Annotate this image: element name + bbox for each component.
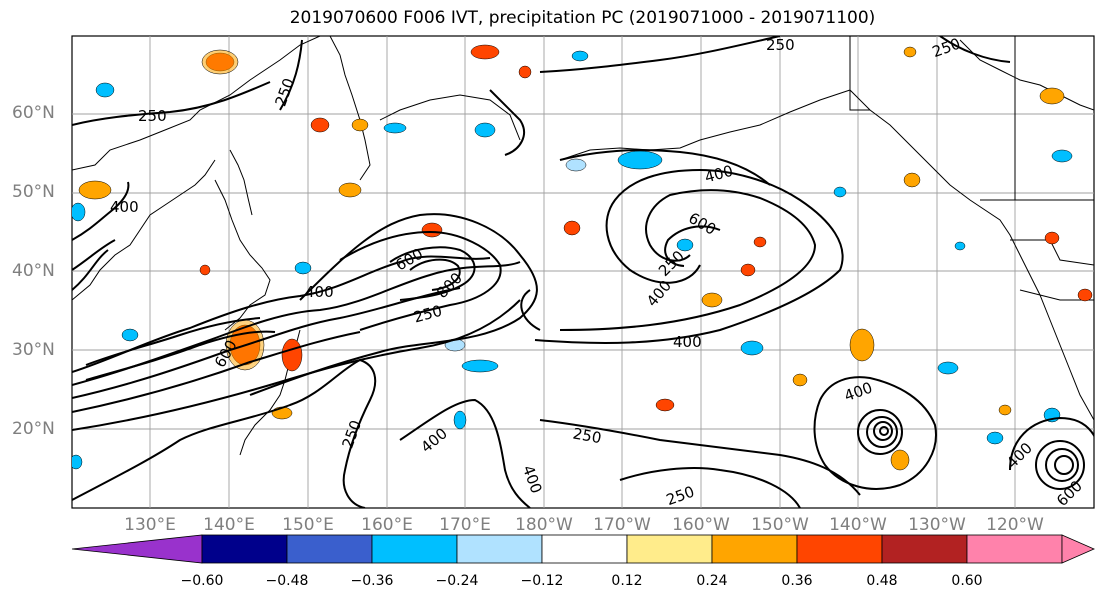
lat-label: 60°N — [12, 103, 55, 123]
colorbar-tick-label: −0.36 — [350, 573, 394, 589]
lon-label: 120°W — [986, 515, 1044, 535]
lon-label: 130°E — [124, 515, 176, 535]
lon-label: 150°W — [751, 515, 809, 535]
colorbar-bin — [711, 534, 798, 564]
colorbar-bin — [626, 534, 713, 564]
lon-label: 140°W — [829, 515, 887, 535]
colorbar-tick-label: 0.48 — [866, 573, 898, 589]
contour-label: 400 — [110, 198, 139, 216]
coastlines — [72, 36, 1094, 456]
colorbar-bin — [881, 534, 968, 564]
colorbar-tick-label: 0.60 — [951, 573, 983, 589]
colorbar-tick-label: −0.48 — [265, 573, 309, 589]
colorbar-bin — [966, 534, 1063, 564]
lon-label: 160°E — [361, 515, 413, 535]
colorbar-bin — [201, 534, 288, 564]
map-title: 2019070600 F006 IVT, precipitation PC (2… — [289, 8, 876, 28]
colorbar-bin — [286, 534, 373, 564]
lat-label: 30°N — [12, 340, 55, 360]
lat-label: 50°N — [12, 182, 55, 202]
contour-label: 250 — [766, 36, 795, 54]
lon-label: 160°W — [672, 515, 730, 535]
colorbar-tick-label: 0.36 — [781, 573, 813, 589]
lon-label: 130°W — [908, 515, 966, 535]
lon-label: 170°E — [439, 515, 491, 535]
lon-label: 180°W — [515, 515, 573, 535]
lon-label: 170°W — [593, 515, 651, 535]
lon-label: 150°E — [282, 515, 334, 535]
contour-label: 250 — [138, 107, 167, 125]
colorbar-tick-label: 0.12 — [611, 573, 643, 589]
lat-label: 20°N — [12, 419, 55, 439]
colorbar-bin — [541, 534, 628, 564]
contour-label: 250 — [571, 424, 602, 447]
colorbar-bin — [371, 534, 458, 564]
lon-label: 140°E — [203, 515, 255, 535]
colorbar-bin — [456, 534, 543, 564]
contour-label: 400 — [305, 283, 334, 301]
colorbar-tick-label: 0.24 — [696, 573, 728, 589]
lat-label: 40°N — [12, 261, 55, 281]
colorbar-min-extend — [71, 534, 203, 564]
colorbar-tick-label: −0.60 — [180, 573, 224, 589]
ivt-contours — [72, 36, 1094, 508]
colorbar-max-extend — [1061, 534, 1095, 564]
colorbar-tick-label: −0.24 — [435, 573, 479, 589]
colorbar-bin — [796, 534, 883, 564]
contour-label: 400 — [673, 333, 702, 351]
colorbar-tick-label: −0.12 — [520, 573, 564, 589]
colorbar — [71, 534, 1095, 564]
